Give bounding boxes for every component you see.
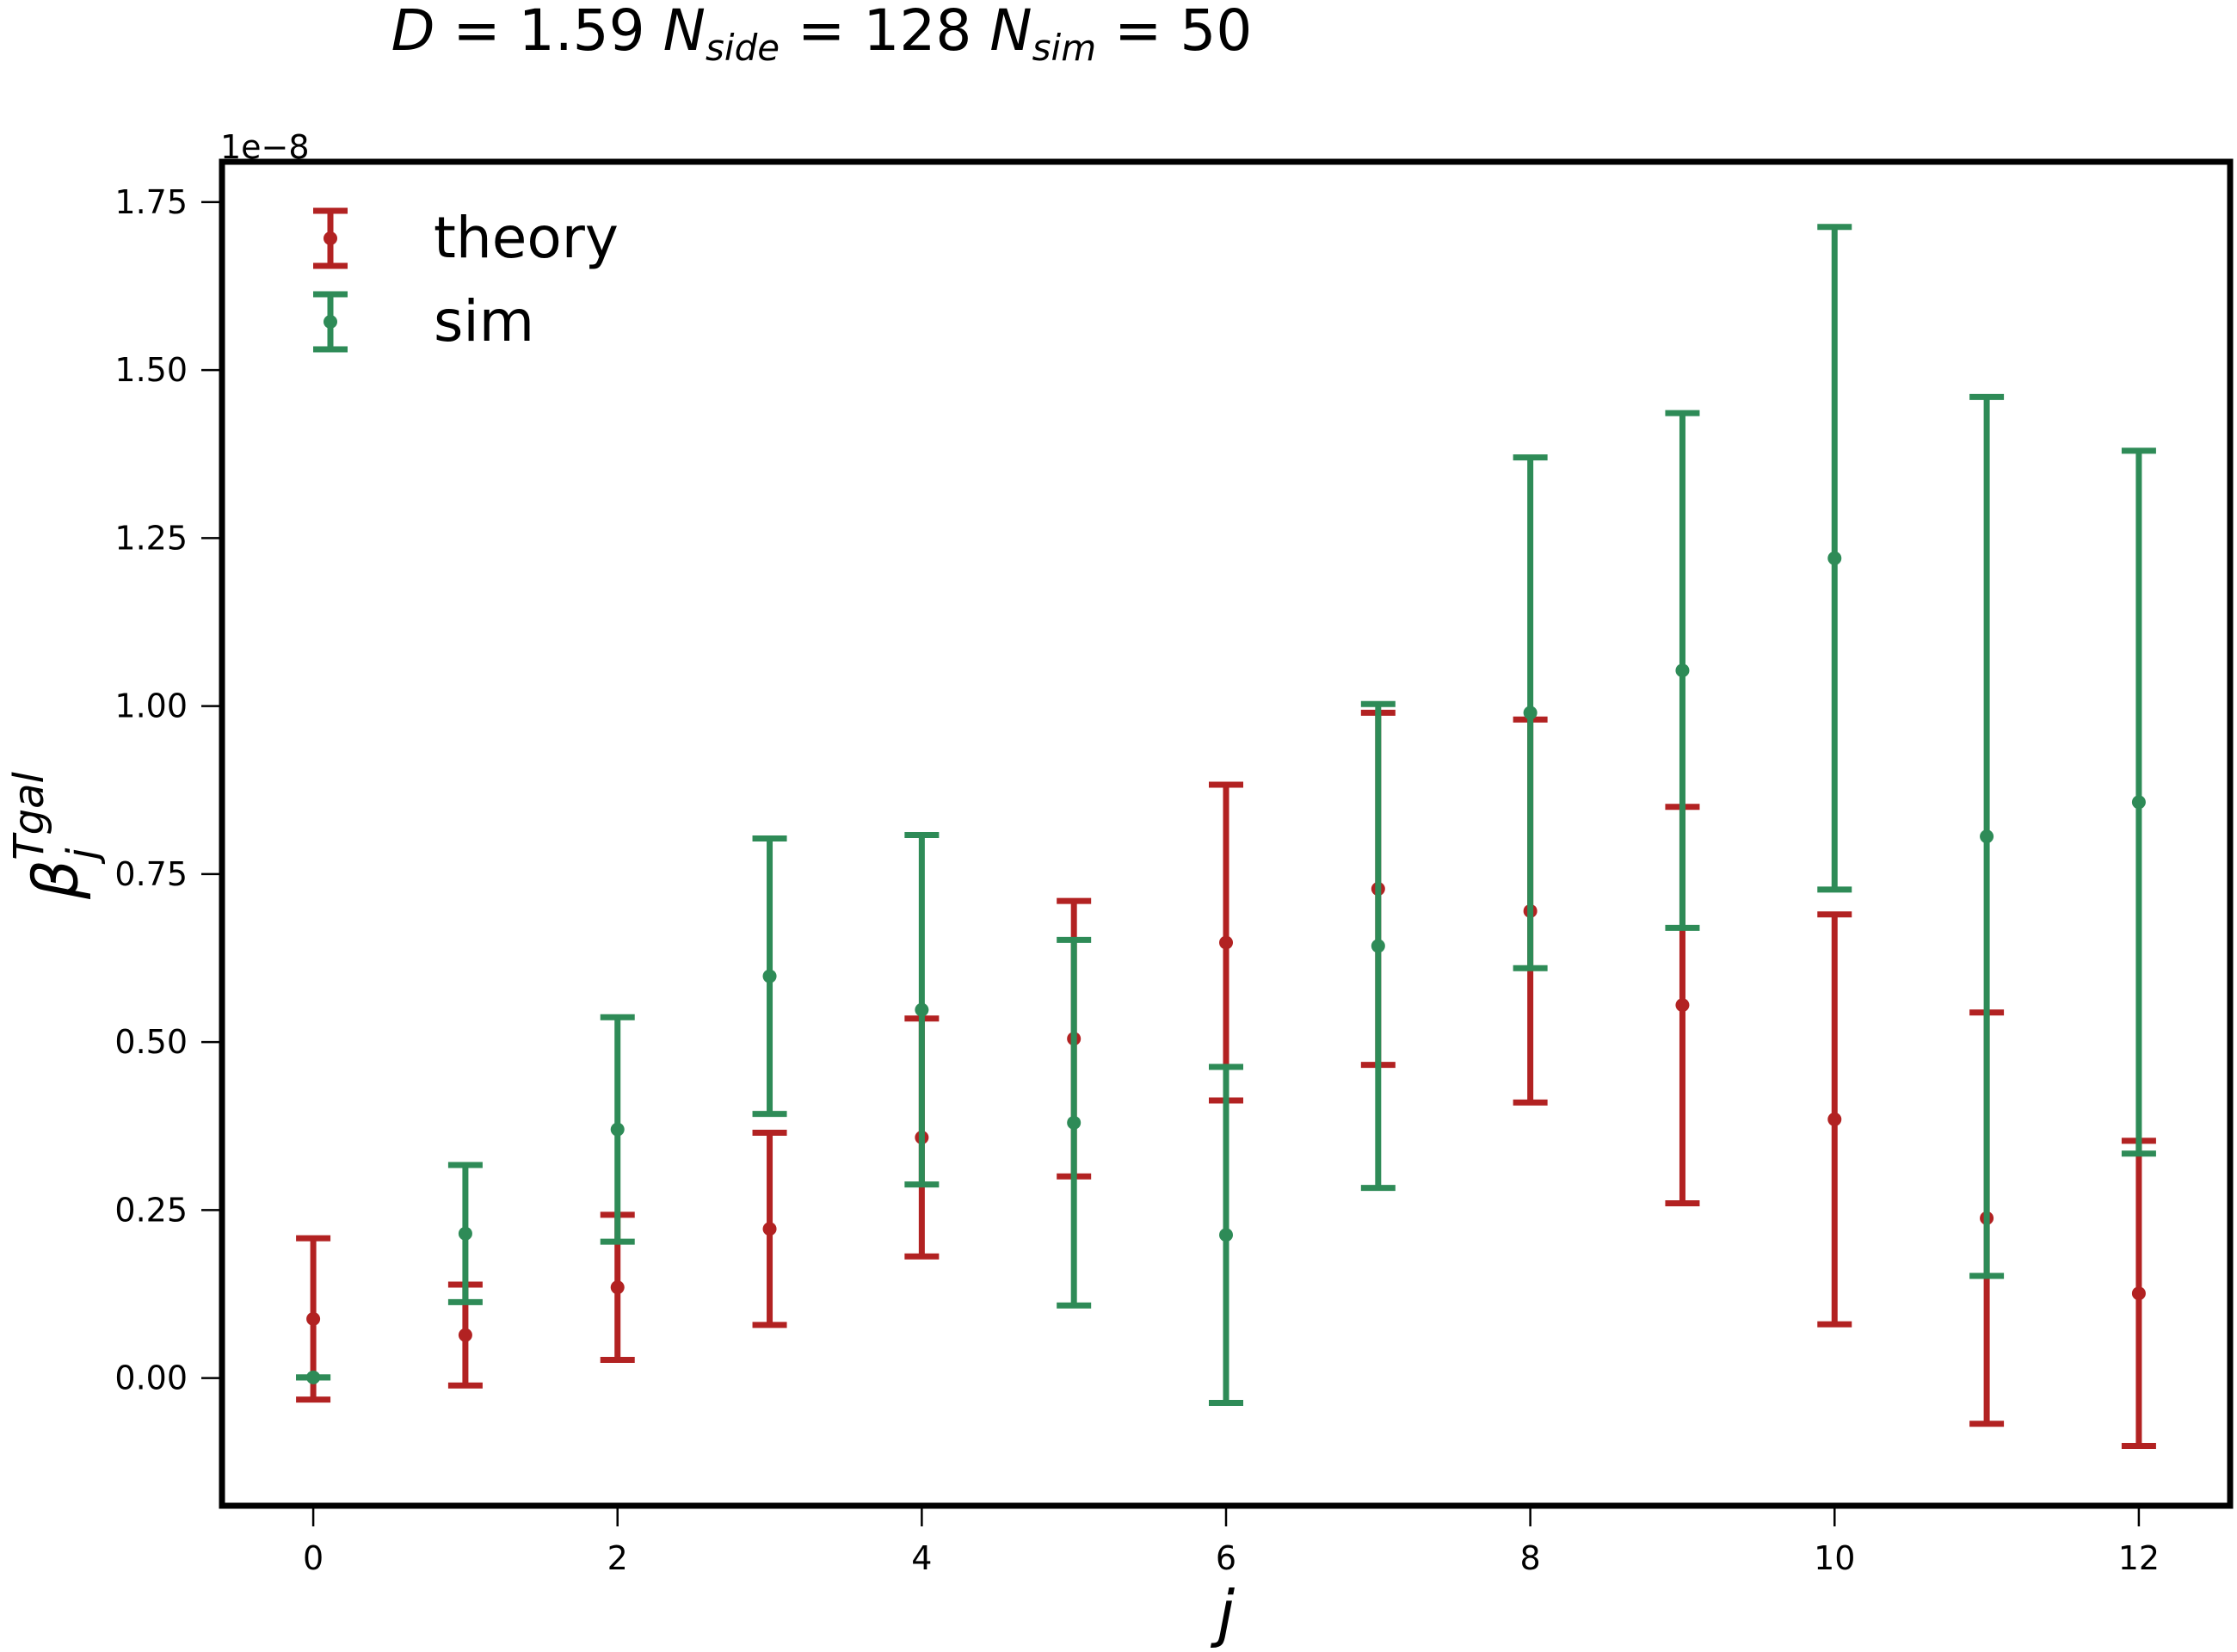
sim-point [458,1226,472,1241]
y-axis-ticks: 0.00 0.25 0.50 0.75 1.00 1.25 1.50 1.75 [114,183,222,1397]
title-part: sim [1032,27,1096,69]
theory-point [2131,1286,2146,1301]
x-axis-label: j [1210,1577,1235,1649]
sim-point [762,969,777,983]
theory-point [762,1222,777,1236]
y-tick-label: 1.25 [114,519,188,557]
x-tick-label: 0 [303,1539,324,1577]
sim-point [1371,939,1385,953]
title-part: N [989,0,1032,64]
x-tick-label: 6 [1216,1539,1236,1577]
theory-point [1827,1112,1842,1126]
sim-point [306,1370,321,1384]
legend-marker-sim [324,315,337,329]
y-axis-label-base: β [20,860,92,900]
sim-point [1219,1228,1233,1242]
theory-point [306,1311,321,1326]
legend-marker-theory [324,231,337,245]
theory-point [458,1328,472,1342]
sim-point [610,1122,625,1137]
series-sim [296,224,2156,1407]
x-axis-ticks: 0 2 4 6 8 10 12 [303,1506,2160,1577]
title-part: = 128 [780,0,989,64]
theory-point [1219,935,1233,950]
svg-text:βjTgal: βjTgal [5,772,107,901]
title-part: N [663,0,706,64]
y-axis-label-sup: Tgal [5,772,53,860]
sim-point [915,1002,929,1017]
y-tick-label: 0.75 [114,855,188,893]
y-tick-label: 1.75 [114,183,188,221]
x-tick-label: 10 [1814,1539,1855,1577]
plot-series [296,224,2156,1449]
x-tick-label: 12 [2118,1539,2160,1577]
legend: theory sim [313,205,619,354]
y-offset-label: 1e−8 [220,128,310,166]
x-tick-label: 4 [911,1539,932,1577]
chart-title: D = 1.59 Nside = 128 Nsim = 50 [391,0,1253,69]
y-tick-label: 1.00 [114,687,188,725]
y-tick-label: 0.25 [114,1191,188,1229]
sim-point [1067,1115,1082,1130]
title-part: = 50 [1096,0,1252,64]
y-tick-label: 0.50 [114,1023,188,1061]
sim-point [1523,706,1538,720]
sim-point [2131,795,2146,810]
sim-point [1827,551,1842,565]
x-tick-label: 8 [1520,1539,1541,1577]
legend-label-sim: sim [434,288,534,354]
sim-point [1675,663,1690,678]
y-tick-label: 0.00 [114,1359,188,1397]
sim-point [1980,829,1994,844]
title-part: side [706,27,780,69]
theory-point [1675,998,1690,1013]
plot-frame [219,158,2234,1509]
theory-point [610,1280,625,1295]
title-part: = 1.59 [434,0,662,64]
y-tick-label: 1.50 [114,351,188,389]
legend-label-theory: theory [434,205,619,271]
x-tick-label: 2 [607,1539,628,1577]
y-axis-label: βjTgal [5,772,107,901]
title-part: D [391,0,435,64]
